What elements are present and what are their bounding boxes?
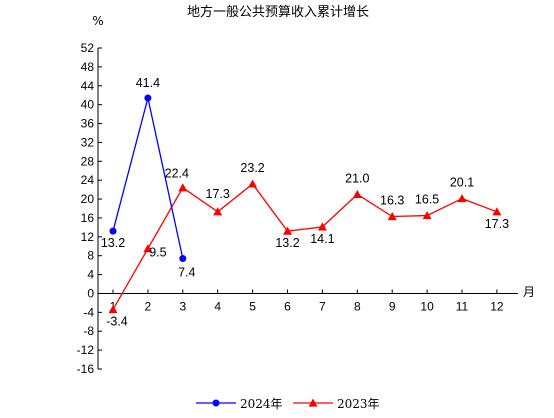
y-tick-label: 24 xyxy=(81,173,95,187)
y-tick-label: 16 xyxy=(81,211,95,225)
x-tick-label: 12 xyxy=(490,299,504,313)
data-point xyxy=(109,227,117,235)
x-tick-label: 11 xyxy=(456,299,469,313)
chart-title: 地方一般公共预算收入累计增长 xyxy=(187,4,369,20)
y-tick-label: 0 xyxy=(87,286,94,300)
data-point xyxy=(387,212,397,221)
data-label: -3.4 xyxy=(106,315,128,329)
y-tick-label: 4 xyxy=(87,268,94,282)
axes: 5248444036322824201612840-4-8-12-1612345… xyxy=(77,41,518,376)
data-point xyxy=(422,211,432,220)
data-point xyxy=(317,222,327,231)
y-tick-label: 12 xyxy=(81,230,95,244)
x-tick-label: 3 xyxy=(179,299,186,313)
x-tick-label: 9 xyxy=(389,299,396,313)
y-tick-label: -12 xyxy=(77,343,95,357)
data-label: 14.1 xyxy=(310,232,334,246)
data-label: 20.1 xyxy=(450,176,474,190)
data-point xyxy=(108,305,118,314)
y-tick-label: 52 xyxy=(81,41,95,55)
series-layer xyxy=(108,94,502,314)
data-label: 7.4 xyxy=(178,266,195,280)
y-tick-label: 44 xyxy=(81,79,95,93)
x-tick-label: 5 xyxy=(249,299,256,313)
data-label: 13.2 xyxy=(275,236,299,250)
y-tick-label: 36 xyxy=(81,117,95,131)
y-tick-label: 20 xyxy=(81,192,95,206)
legend-entry: 2023年 xyxy=(337,397,380,411)
y-tick-label: -16 xyxy=(77,362,95,376)
series-line-2023年 xyxy=(112,183,498,310)
y-tick-label: 40 xyxy=(81,98,95,112)
data-point xyxy=(248,179,258,188)
y-tick-label: 8 xyxy=(87,249,94,263)
data-point xyxy=(179,255,187,263)
data-point xyxy=(178,183,188,192)
legend-marker xyxy=(212,399,220,407)
data-label: 17.3 xyxy=(206,187,230,201)
y-tick-label: 28 xyxy=(81,154,95,168)
x-axis-unit-label: 月 xyxy=(523,285,535,299)
legend: 2024年 2023年 xyxy=(196,397,380,411)
data-label: 13.2 xyxy=(101,236,125,250)
y-tick-label: 48 xyxy=(81,60,95,74)
legend-entry: 2024年 xyxy=(240,397,283,411)
legend-marker xyxy=(308,398,318,407)
x-tick-label: 8 xyxy=(354,299,361,313)
data-point xyxy=(457,194,467,203)
y-tick-label: -8 xyxy=(83,324,94,338)
data-label: 41.4 xyxy=(136,76,160,90)
data-label: 21.0 xyxy=(345,171,369,185)
data-point xyxy=(144,94,152,102)
data-point xyxy=(492,207,502,216)
data-label: 23.2 xyxy=(240,161,264,175)
x-tick-label: 4 xyxy=(214,299,221,313)
data-point xyxy=(352,189,362,198)
data-point xyxy=(213,207,223,216)
x-tick-label: 6 xyxy=(284,299,291,313)
data-label: 22.4 xyxy=(165,167,189,181)
y-axis-unit-label: % xyxy=(92,14,103,28)
data-label: 9.5 xyxy=(149,246,166,260)
data-label: 17.3 xyxy=(485,217,509,231)
data-labels-layer: -3.4 9.5 22.4 17.3 23.2 13.2 14.1 21.0 16.3 16.5 2… xyxy=(101,76,509,328)
data-point xyxy=(283,226,292,235)
x-tick-label: 7 xyxy=(319,299,326,313)
data-point xyxy=(143,244,153,253)
data-label: 16.5 xyxy=(415,193,439,207)
y-tick-label: 32 xyxy=(81,135,95,149)
x-tick-label: 2 xyxy=(145,299,152,313)
x-tick-label: 10 xyxy=(420,299,434,313)
data-label: 16.3 xyxy=(380,194,404,208)
y-tick-label: -4 xyxy=(83,305,94,319)
